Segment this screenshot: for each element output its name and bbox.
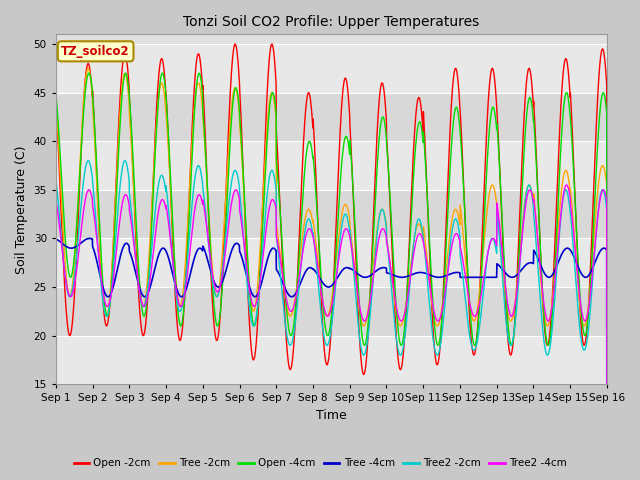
Bar: [56, 44, 607, 93]
Bar: [56, 93, 607, 141]
X-axis label: Time: Time: [316, 409, 347, 422]
Y-axis label: Soil Temperature (C): Soil Temperature (C): [15, 145, 28, 274]
Bar: [56, 141, 607, 190]
Bar: [56, 190, 607, 239]
Bar: [56, 239, 607, 287]
Text: TZ_soilco2: TZ_soilco2: [61, 45, 130, 58]
Legend: Open -2cm, Tree -2cm, Open -4cm, Tree -4cm, Tree2 -2cm, Tree2 -4cm: Open -2cm, Tree -2cm, Open -4cm, Tree -4…: [69, 454, 571, 472]
Title: Tonzi Soil CO2 Profile: Upper Temperatures: Tonzi Soil CO2 Profile: Upper Temperatur…: [183, 15, 479, 29]
Bar: [56, 336, 607, 384]
Bar: [56, 287, 607, 336]
